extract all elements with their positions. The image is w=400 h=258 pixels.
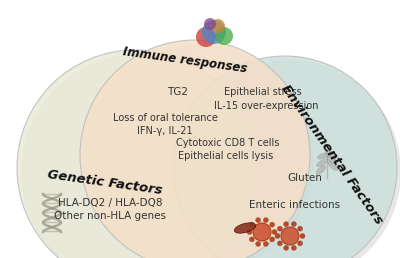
Text: IL-15 over-expression: IL-15 over-expression (214, 101, 318, 111)
Ellipse shape (17, 50, 253, 258)
Text: Enteric infections: Enteric infections (250, 200, 340, 210)
Text: TG2: TG2 (168, 87, 188, 97)
Ellipse shape (21, 54, 257, 258)
Circle shape (249, 222, 254, 227)
Circle shape (204, 18, 216, 30)
Ellipse shape (316, 166, 326, 174)
Circle shape (281, 227, 299, 245)
Circle shape (284, 222, 289, 227)
Circle shape (249, 237, 254, 242)
Text: Environmental Factors: Environmental Factors (279, 83, 385, 227)
Ellipse shape (317, 153, 329, 159)
Circle shape (202, 20, 226, 44)
Circle shape (270, 237, 275, 242)
Circle shape (272, 230, 277, 235)
Circle shape (253, 223, 271, 241)
Ellipse shape (328, 162, 338, 170)
Text: Genetic Factors: Genetic Factors (47, 168, 163, 198)
Ellipse shape (177, 60, 400, 258)
Ellipse shape (317, 159, 327, 167)
Circle shape (256, 217, 261, 223)
Ellipse shape (327, 156, 337, 164)
Circle shape (263, 217, 268, 223)
Text: Immune responses: Immune responses (122, 45, 248, 75)
Text: HLA-DQ2 / HLA-DQ8: HLA-DQ2 / HLA-DQ8 (58, 198, 162, 208)
Circle shape (247, 230, 252, 235)
Text: Cytotoxic CD8 T cells: Cytotoxic CD8 T cells (176, 138, 280, 148)
Ellipse shape (80, 40, 310, 258)
Text: Gluten: Gluten (288, 173, 322, 183)
Text: IFN-γ, IL-21: IFN-γ, IL-21 (137, 126, 193, 136)
Circle shape (298, 226, 303, 231)
Circle shape (263, 241, 268, 246)
Circle shape (277, 226, 282, 231)
Circle shape (215, 27, 233, 45)
Ellipse shape (234, 223, 256, 233)
Text: Loss of oral tolerance: Loss of oral tolerance (112, 113, 218, 123)
Ellipse shape (173, 56, 397, 258)
Circle shape (270, 222, 275, 227)
Circle shape (300, 233, 305, 238)
Circle shape (275, 233, 280, 238)
Ellipse shape (325, 151, 337, 157)
Text: Other non-HLA genes: Other non-HLA genes (54, 211, 166, 221)
Circle shape (256, 241, 261, 246)
Circle shape (196, 27, 216, 47)
Circle shape (291, 222, 296, 227)
Circle shape (284, 245, 289, 250)
Circle shape (298, 241, 303, 246)
Circle shape (277, 241, 282, 246)
Text: Epithelial stress: Epithelial stress (224, 87, 302, 97)
Circle shape (291, 245, 296, 250)
Text: Epithelial cells lysis: Epithelial cells lysis (178, 151, 274, 161)
Ellipse shape (84, 44, 314, 258)
Circle shape (211, 19, 225, 33)
